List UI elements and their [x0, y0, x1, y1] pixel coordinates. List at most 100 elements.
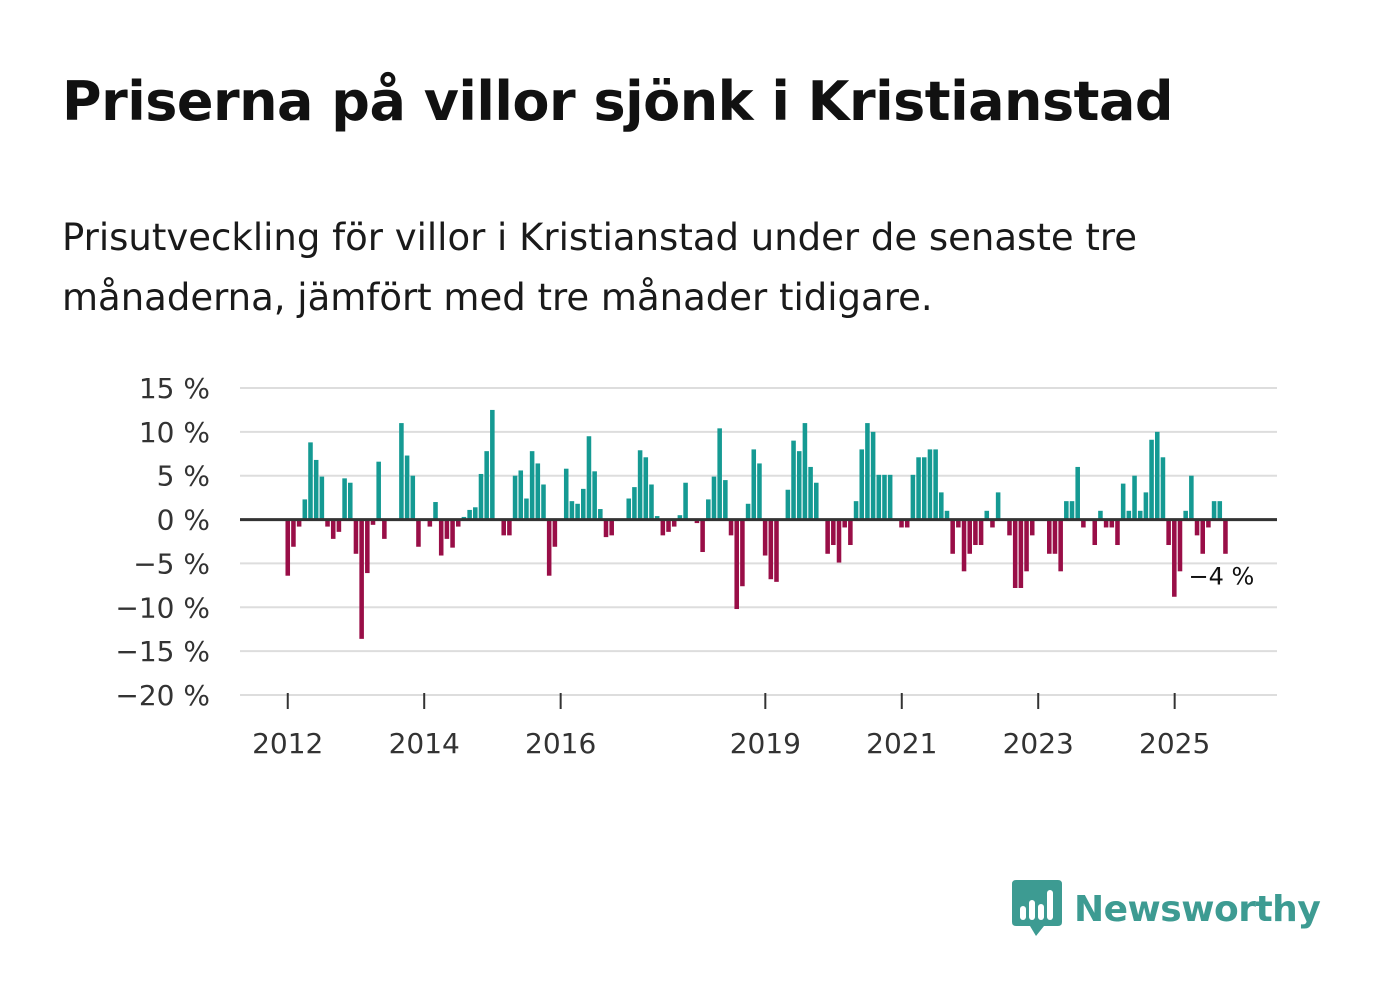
bar: [1189, 475, 1194, 520]
bar: [649, 484, 654, 520]
bar: [933, 449, 938, 520]
bar: [501, 519, 506, 536]
bar: [1217, 501, 1223, 520]
bar: [404, 455, 410, 520]
bar: [1075, 466, 1080, 520]
bar: [552, 519, 558, 547]
bar: [1137, 510, 1143, 520]
bar: [1172, 519, 1177, 597]
bar: [535, 463, 541, 520]
bar: [365, 519, 370, 574]
bar: [575, 503, 580, 520]
x-tick-label: 2025: [1139, 727, 1210, 760]
bar: [876, 474, 882, 520]
bar: [484, 451, 489, 520]
bar: [814, 482, 819, 520]
bar: [1120, 483, 1126, 520]
bar: [569, 501, 575, 520]
bar: [853, 501, 859, 520]
bar: [927, 449, 933, 520]
bar: [848, 519, 853, 546]
bar: [870, 431, 876, 520]
bar: [1149, 439, 1154, 520]
bar: [904, 519, 910, 528]
bar: [859, 449, 865, 520]
bar: [438, 519, 444, 556]
bar: [921, 457, 927, 520]
bar: [342, 478, 347, 520]
bar: [302, 499, 308, 520]
bar: [473, 507, 478, 520]
bar: [808, 466, 813, 520]
bar: [410, 475, 416, 520]
bar: [1052, 519, 1058, 554]
bar: [285, 519, 291, 576]
bars-layer: [285, 409, 1228, 639]
bar: [467, 509, 472, 520]
bar: [637, 450, 643, 520]
bar: [762, 519, 768, 556]
y-tick-label: −15 %: [115, 635, 210, 668]
bar: [887, 474, 893, 520]
bar: [1160, 457, 1166, 520]
y-tick-label: −10 %: [115, 591, 210, 624]
bar: [603, 519, 609, 538]
bar: [1064, 501, 1069, 520]
bar: [1098, 510, 1103, 520]
x-tick-label: 2023: [1003, 727, 1074, 760]
bar: [541, 484, 546, 520]
bar: [711, 476, 717, 520]
bar: [950, 519, 955, 554]
bar: [308, 442, 313, 520]
bar: [313, 459, 319, 520]
x-tick-label: 2012: [252, 727, 323, 760]
bar: [325, 519, 330, 527]
bar: [581, 488, 586, 520]
bar: [598, 509, 603, 520]
bar: [1012, 519, 1018, 588]
bar: [518, 470, 524, 520]
bar: [1081, 519, 1086, 528]
bar: [836, 519, 842, 563]
bar: [706, 499, 711, 520]
bar: [1223, 519, 1228, 554]
bar: [734, 519, 739, 610]
bar: [961, 519, 967, 572]
bar: [291, 519, 296, 547]
bar: [563, 468, 569, 520]
y-tick-label: 0 %: [157, 504, 210, 537]
y-tick-label: 5 %: [157, 460, 210, 493]
bar: [1206, 519, 1211, 528]
bar: [319, 476, 325, 520]
bar: [586, 436, 592, 520]
bar: [524, 498, 529, 520]
x-tick-label: 2019: [730, 727, 801, 760]
bar: [376, 461, 381, 520]
bar: [745, 503, 751, 520]
x-tick-label: 2016: [525, 727, 596, 760]
bar: [626, 498, 632, 520]
bar: [632, 487, 637, 520]
bar-chart: 15 % 10 % 5 % 0 % −5 % −10 % −15 % −20 % 2012 201…: [115, 372, 1277, 760]
bar: [643, 457, 649, 520]
bar: [370, 519, 376, 525]
bar: [654, 516, 660, 520]
bar: [490, 409, 495, 520]
bar: [1029, 519, 1035, 536]
bar: [444, 519, 450, 539]
newsworthy-logo: Newsworthy: [1012, 880, 1321, 938]
bar: [899, 519, 904, 528]
bar: [740, 519, 745, 587]
bar: [865, 423, 870, 520]
y-tick-label: 10 %: [139, 416, 210, 449]
bar: [1047, 519, 1052, 554]
axis-layer: 15 % 10 % 5 % 0 % −5 % −10 % −15 % −20 % 2012 201…: [115, 372, 1277, 760]
bar: [1126, 510, 1132, 520]
bar: [677, 515, 683, 520]
bar: [995, 492, 1001, 520]
bar: [1115, 519, 1120, 546]
bar: [1092, 519, 1098, 546]
bar: [785, 489, 791, 520]
y-tick-label: −5 %: [133, 547, 210, 580]
bar: [529, 451, 535, 520]
